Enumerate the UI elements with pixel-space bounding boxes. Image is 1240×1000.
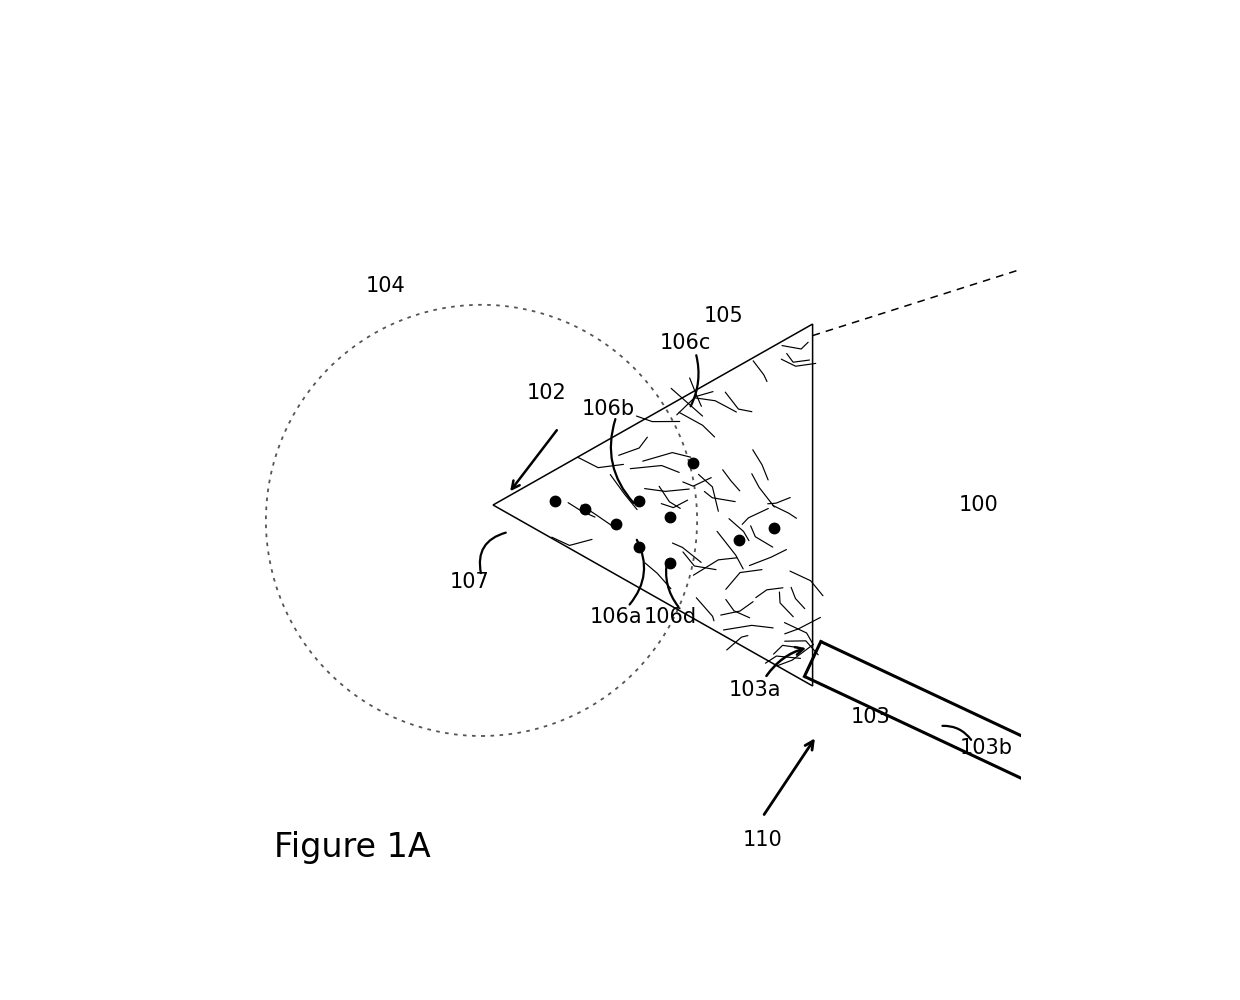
Text: 110: 110	[743, 830, 782, 850]
Text: 106c: 106c	[660, 333, 712, 353]
Text: 106d: 106d	[644, 607, 697, 627]
Text: 106a: 106a	[590, 607, 642, 627]
Text: 106b: 106b	[582, 399, 635, 419]
Text: 103: 103	[851, 707, 890, 727]
Text: 103b: 103b	[960, 738, 1012, 758]
Text: 104: 104	[366, 276, 405, 296]
Text: Figure 1A: Figure 1A	[274, 831, 430, 864]
Text: 105: 105	[704, 306, 744, 326]
Text: 107: 107	[450, 572, 490, 592]
Text: 102: 102	[527, 383, 567, 403]
Text: 103a: 103a	[729, 680, 781, 700]
Text: 100: 100	[959, 495, 998, 515]
